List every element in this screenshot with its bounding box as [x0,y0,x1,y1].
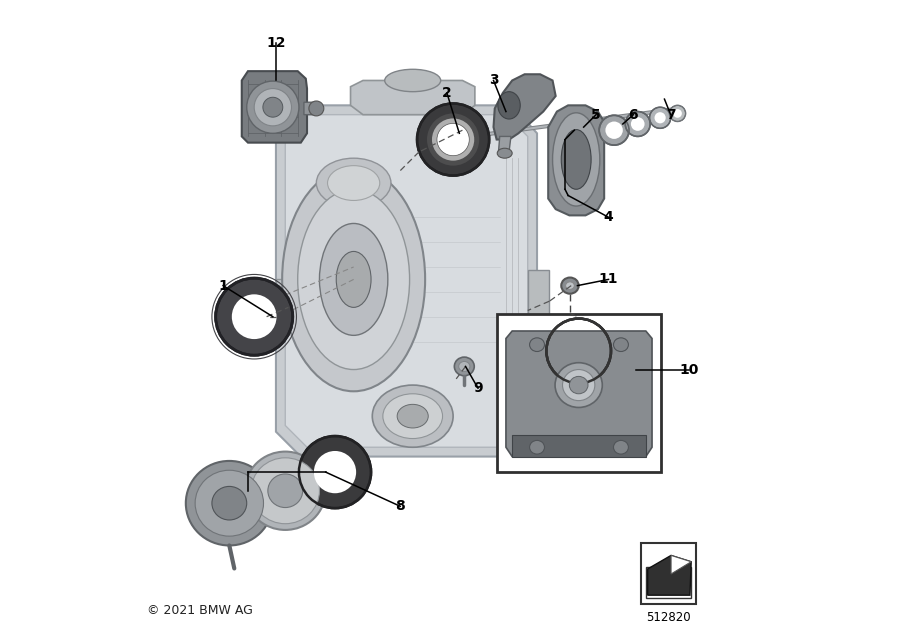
Ellipse shape [421,107,485,172]
Ellipse shape [382,394,443,438]
Ellipse shape [320,224,388,335]
Text: 10: 10 [680,362,699,377]
Ellipse shape [454,357,474,375]
Polygon shape [493,74,555,139]
Text: 1: 1 [218,278,228,292]
Ellipse shape [498,92,520,119]
Text: © 2021 BMW AG: © 2021 BMW AG [147,604,253,617]
Polygon shape [506,331,652,457]
Ellipse shape [614,338,628,352]
Polygon shape [350,81,475,115]
Ellipse shape [268,474,302,508]
Ellipse shape [459,362,470,372]
Polygon shape [671,556,691,574]
Ellipse shape [185,461,273,546]
Ellipse shape [553,113,599,206]
Circle shape [299,436,371,508]
Text: 3: 3 [489,74,499,88]
Polygon shape [285,115,527,447]
Ellipse shape [427,113,479,166]
Text: 6: 6 [628,108,638,122]
Ellipse shape [529,440,544,454]
Text: 7: 7 [666,108,676,122]
Ellipse shape [570,376,588,394]
Polygon shape [548,105,604,215]
Ellipse shape [562,278,579,294]
Bar [646,567,691,598]
Text: 8: 8 [395,500,405,513]
Circle shape [232,294,276,339]
Ellipse shape [397,404,428,428]
Text: 12: 12 [266,36,285,50]
Ellipse shape [218,280,290,353]
Ellipse shape [251,458,320,524]
Ellipse shape [316,158,391,208]
Circle shape [432,118,474,161]
Polygon shape [648,556,691,595]
Text: 5: 5 [591,108,601,122]
Ellipse shape [384,69,441,92]
Bar [642,543,697,604]
Circle shape [673,109,682,118]
Ellipse shape [254,89,292,126]
Polygon shape [527,270,550,320]
Text: 9: 9 [473,381,482,395]
Ellipse shape [555,363,602,408]
Circle shape [650,107,670,129]
Ellipse shape [529,338,544,352]
Circle shape [417,103,490,176]
Ellipse shape [562,370,595,401]
Text: 512820: 512820 [646,611,691,624]
Ellipse shape [309,101,324,116]
Ellipse shape [302,440,367,505]
Ellipse shape [212,486,247,520]
Polygon shape [276,105,537,457]
Polygon shape [499,137,511,152]
Circle shape [314,451,356,493]
Ellipse shape [195,470,264,536]
Ellipse shape [565,282,574,289]
Ellipse shape [263,97,283,117]
Text: 2: 2 [442,86,452,100]
Polygon shape [242,71,307,142]
Polygon shape [512,435,646,457]
Polygon shape [304,102,319,115]
Circle shape [654,112,666,123]
Ellipse shape [373,385,453,447]
Circle shape [626,112,650,137]
Ellipse shape [497,148,512,158]
Ellipse shape [337,251,371,307]
Ellipse shape [562,130,591,189]
Polygon shape [276,279,285,329]
Ellipse shape [283,168,425,391]
Text: 11: 11 [598,272,618,287]
Ellipse shape [247,81,299,134]
Text: 4: 4 [604,210,614,224]
Circle shape [631,117,644,131]
Circle shape [606,122,623,139]
Ellipse shape [328,166,380,200]
Circle shape [599,115,629,145]
Bar [497,314,662,472]
Ellipse shape [245,452,326,530]
Ellipse shape [298,189,410,370]
Ellipse shape [614,440,628,454]
Circle shape [436,123,469,156]
Circle shape [216,278,292,355]
Circle shape [670,105,686,122]
